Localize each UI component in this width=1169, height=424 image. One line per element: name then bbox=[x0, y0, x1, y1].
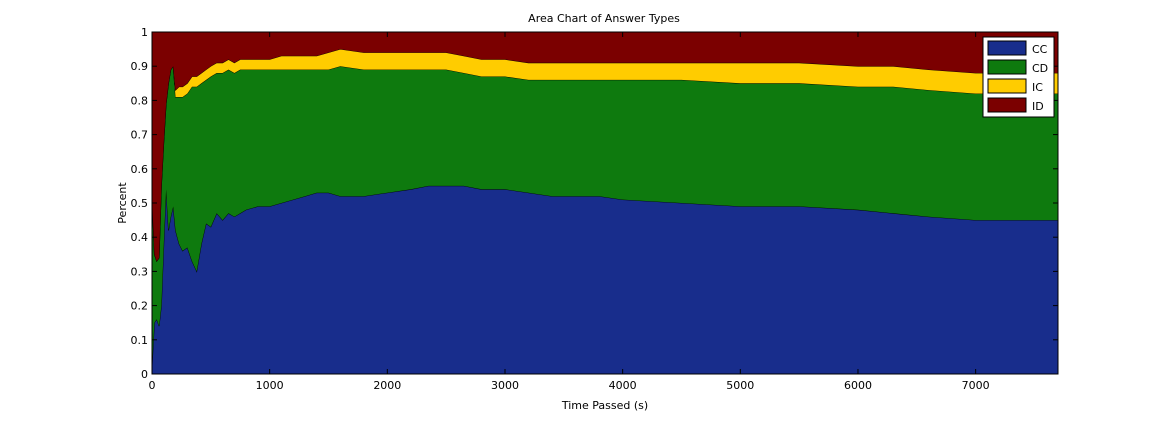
legend-swatch-cd bbox=[987, 59, 1027, 75]
x-tick-label: 1000 bbox=[256, 379, 284, 392]
x-tick-label: 6000 bbox=[844, 379, 872, 392]
y-tick-label: 0 bbox=[141, 368, 148, 381]
x-axis-ticks: 0 1000 2000 3000 4000 5000 6000 7000 bbox=[149, 32, 990, 392]
x-tick-label: 4000 bbox=[609, 379, 637, 392]
y-axis-ticks: 0 0.1 0.2 0.3 0.4 0.5 0.6 0.7 0.8 0.9 1 bbox=[131, 26, 1058, 381]
area-layers bbox=[151, 32, 1058, 374]
x-tick-label: 2000 bbox=[373, 379, 401, 392]
y-tick-label: 1 bbox=[141, 26, 148, 39]
chart-title: Area Chart of Answer Types bbox=[528, 12, 680, 25]
y-tick-label: 0.2 bbox=[131, 300, 149, 313]
x-tick-label: 3000 bbox=[491, 379, 519, 392]
y-tick-label: 0.4 bbox=[131, 231, 149, 244]
x-tick-label: 7000 bbox=[962, 379, 990, 392]
legend-swatch-id bbox=[987, 97, 1027, 113]
y-tick-label: 0.1 bbox=[131, 334, 149, 347]
legend-swatch-cc bbox=[987, 40, 1027, 56]
legend: CC CD IC ID bbox=[982, 36, 1055, 118]
y-tick-label: 0.9 bbox=[131, 60, 149, 73]
legend-label-cd: CD bbox=[1032, 62, 1048, 75]
legend-label-id: ID bbox=[1032, 100, 1044, 113]
area-cc bbox=[152, 185, 1058, 374]
area-id bbox=[152, 32, 1058, 262]
y-tick-label: 0.6 bbox=[131, 163, 149, 176]
x-axis-label: Time Passed (s) bbox=[561, 399, 648, 412]
y-tick-label: 0.5 bbox=[131, 197, 149, 210]
area-cd bbox=[152, 66, 1058, 368]
y-tick-label: 0.7 bbox=[131, 129, 149, 142]
legend-swatch-ic bbox=[987, 78, 1027, 94]
x-tick-label: 0 bbox=[149, 379, 156, 392]
y-tick-label: 0.3 bbox=[131, 265, 149, 278]
legend-label-ic: IC bbox=[1032, 81, 1043, 94]
legend-label-cc: CC bbox=[1032, 43, 1048, 56]
y-tick-label: 0.8 bbox=[131, 94, 149, 107]
y-axis-label: Percent bbox=[116, 182, 129, 224]
x-tick-label: 5000 bbox=[726, 379, 754, 392]
